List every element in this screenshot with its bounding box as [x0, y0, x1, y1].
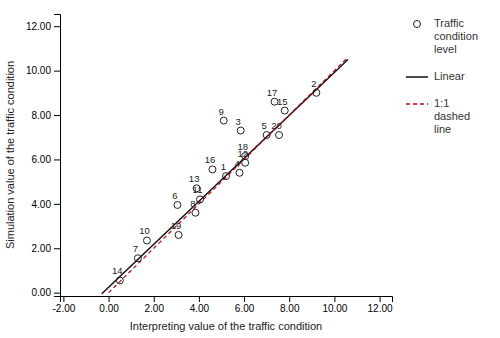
y-tick-mark [54, 26, 60, 27]
x-tick-mark [289, 296, 290, 302]
y-tick-mark [54, 204, 60, 205]
x-axis: -2.00 0.00 2.00 4.00 6.00 8.00 10.00 12.00 [52, 296, 393, 314]
x-tick-label: 2.00 [144, 303, 164, 314]
y-tick-label: 4.00 [32, 199, 52, 210]
point-label: 13 [189, 173, 200, 184]
y-axis-line [54, 15, 61, 297]
x-tick-label: 6.00 [235, 303, 255, 314]
x-tick-label: -2.00 [52, 303, 75, 314]
point-label: 15 [277, 96, 288, 107]
y-tick-mark [54, 115, 60, 116]
y-tick-mark [54, 293, 60, 294]
y-tick: 6.00 [32, 154, 60, 165]
point-label: 6 [172, 190, 177, 201]
plot-area [102, 57, 348, 293]
x-tick: 10.00 [322, 296, 347, 314]
point-label: 7 [133, 243, 138, 254]
point-label: 11 [193, 184, 203, 195]
y-axis-title: Simulation value of the traffic conditio… [4, 61, 16, 249]
x-tick-mark [199, 296, 200, 302]
point-label: 1 [221, 161, 226, 172]
x-tick: 12.00 [368, 296, 393, 314]
x-axis-line [61, 297, 393, 303]
y-tick-mark [54, 71, 60, 72]
point-label: 8 [190, 198, 195, 209]
point [134, 255, 141, 262]
point-label: 16 [205, 154, 216, 165]
point [175, 231, 182, 238]
line [102, 60, 348, 294]
y-tick-label: 0.00 [32, 287, 52, 298]
y-tick-label: 6.00 [32, 154, 52, 165]
x-tick-label: 12.00 [368, 303, 393, 314]
y-tick: 2.00 [32, 243, 60, 254]
x-axis-title: Interpreting value of the traffic condit… [130, 320, 322, 332]
x-tick: 0.00 [99, 296, 119, 314]
point-label: 14 [112, 265, 123, 276]
y-tick-label: 8.00 [32, 110, 52, 121]
legend-symbol [406, 103, 428, 105]
point [174, 201, 181, 208]
legend-label: Trafficconditionlevel [434, 17, 478, 55]
x-tick: 2.00 [144, 296, 164, 314]
x-tick-label: 10.00 [322, 303, 347, 314]
legend-symbol [406, 76, 428, 78]
x-tick: -2.00 [52, 296, 75, 314]
point [223, 173, 230, 180]
point-label: 10 [139, 225, 150, 236]
x-tick: 8.00 [280, 296, 300, 314]
x-tick-mark [154, 296, 155, 302]
point [192, 209, 199, 216]
point [143, 237, 150, 244]
x-tick-label: 0.00 [99, 303, 119, 314]
x-tick-label: 4.00 [190, 303, 210, 314]
y-tick-mark [54, 159, 60, 160]
x-tick-mark [334, 296, 335, 302]
point [263, 132, 270, 139]
point-label: 3 [236, 116, 241, 127]
point-label: 19 [171, 220, 182, 231]
x-tick-mark [380, 296, 381, 302]
x-tick: 6.00 [235, 296, 255, 314]
point-label: 17 [267, 87, 278, 98]
point [236, 169, 243, 176]
point-label: 2 [311, 78, 316, 89]
x-tick-mark [109, 296, 110, 302]
y-tick-mark [54, 248, 60, 249]
y-tick-label: 10.00 [26, 65, 51, 76]
legend-label: 1:1dashedline [434, 97, 470, 135]
point [313, 89, 320, 96]
legend: Trafficconditionlevel Linear 1:1dashedline [406, 17, 478, 135]
point-label: 4 [234, 158, 239, 169]
point [116, 277, 123, 284]
point [276, 132, 283, 139]
y-axis: 0.00 2.00 4.00 6.00 8.00 10.00 12.00 [26, 15, 61, 299]
point [281, 107, 288, 114]
x-tick-mark [63, 296, 64, 302]
y-tick: 0.00 [32, 287, 60, 298]
point [237, 127, 244, 134]
point-label: 12 [237, 148, 248, 159]
point [209, 166, 216, 173]
y-tick: 12.00 [26, 21, 60, 32]
y-tick-label: 12.00 [26, 21, 51, 32]
legend-symbol [414, 21, 421, 28]
point [242, 159, 249, 166]
point-label: 9 [219, 106, 224, 117]
point [220, 117, 227, 124]
y-tick-label: 2.00 [32, 243, 52, 254]
point-labels: 1471019681113161941812352015172 [112, 78, 316, 277]
x-tick-mark [244, 296, 245, 302]
x-tick-label: 8.00 [280, 303, 300, 314]
x-tick: 4.00 [190, 296, 210, 314]
point-label: 5 [262, 120, 267, 131]
line [109, 57, 348, 292]
point [197, 196, 204, 203]
y-tick: 4.00 [32, 199, 60, 210]
point-label: 20 [271, 120, 282, 131]
y-tick: 8.00 [32, 110, 60, 121]
chart: -2.000.002.004.006.008.0010.0012.000.002… [0, 0, 500, 338]
legend-label: Linear [434, 70, 465, 82]
y-tick: 10.00 [26, 65, 60, 76]
